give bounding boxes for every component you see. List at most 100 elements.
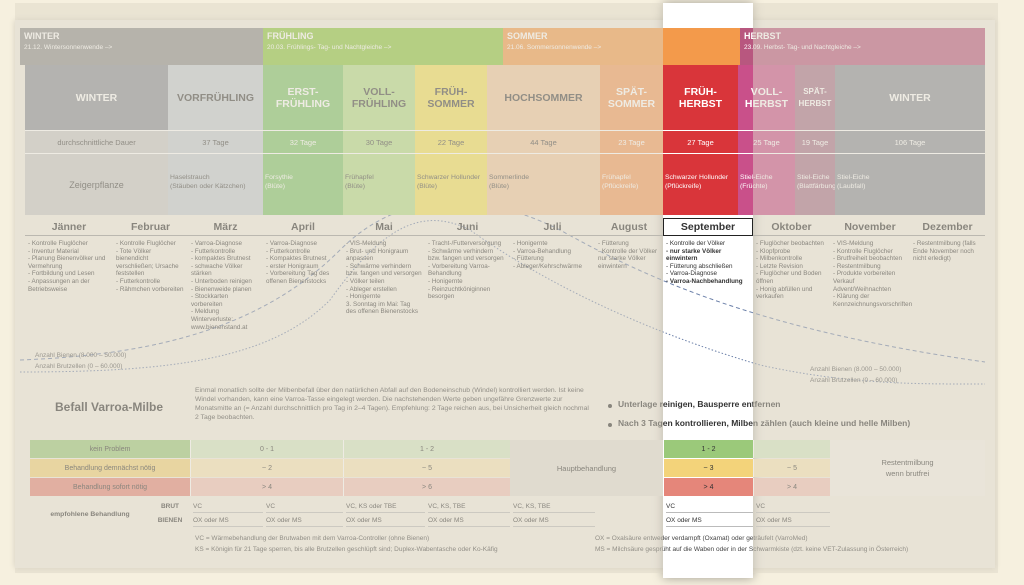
plant-name: Forsythie — [265, 174, 293, 181]
level-value: ~ 3 — [663, 459, 753, 477]
plant-stage: (Stäuben oder Kätzchen) — [170, 182, 246, 190]
task-item: - Letzte Revision — [756, 262, 803, 270]
footnote: VC = Wärmebehandlung der Brutwaben mit d… — [195, 535, 430, 542]
treatment-value: VC, KS oder TBE — [346, 500, 425, 513]
task-item: - Schwärme verhindern bzw. fangen und ve… — [428, 247, 504, 263]
task-item: - Völker teilen — [346, 277, 385, 285]
season-start: 21.06. Sommersonnenwende –> — [507, 44, 602, 51]
task-item: - Reinzuchtköniginnen besorgen — [428, 285, 491, 301]
month-name: Juni — [425, 218, 510, 236]
plant-cell: Forsythie (Blüte) — [263, 153, 343, 215]
phase-name: VORFRÜHLING — [168, 65, 263, 130]
task-item: - Brutfreiheit beobachten — [833, 255, 902, 263]
plant-name: Haselstrauch — [170, 174, 210, 181]
season-name: FRÜHLING — [267, 31, 314, 41]
treatment-value: VC — [666, 500, 753, 513]
rest-treatment-line: Restentmilbung — [881, 458, 934, 467]
phase-name: HOCHSOMMER — [487, 65, 600, 130]
level-value — [753, 440, 830, 458]
phase-name: FRÜH-SOMMER — [415, 65, 487, 130]
level-value: > 6 — [343, 478, 510, 496]
treatment-value: OX oder MS — [428, 514, 510, 527]
plant-name: Stiel-Eiche — [740, 174, 773, 181]
main-treatment: Hauptbehandlung — [510, 440, 663, 496]
plant-name: Stiel-Eiche — [797, 174, 830, 181]
varroa-bullet: Unterlage reinigen, Bausperre entfernen — [618, 399, 781, 409]
task-list: - VIS-Meldung - Brut- und Honigraum anpas… — [346, 240, 422, 380]
task-item: - Schwärme verhindern bzw. fangen und ve… — [346, 262, 422, 278]
task-item: - Fluglöcher und Boden öffnen — [756, 270, 822, 285]
phase-duration: 37 Tage — [168, 130, 263, 153]
task-item: - Varroa-Behandlung — [513, 247, 571, 255]
task-item: - Stockkarten vorbereiten — [191, 293, 229, 308]
phase-duration: 19 Tage — [795, 130, 835, 153]
plant-cell: Schwarzer Hollunder (Pflückreife) — [663, 153, 738, 215]
plant-cell: Haselstrauch (Stäuben oder Kätzchen) — [168, 153, 263, 215]
level-label: Behandlung sofort nötig — [30, 478, 190, 496]
plant-stage: (Blüte) — [417, 182, 438, 190]
treatment-value: OX oder MS — [513, 514, 595, 527]
season-name: HERBST — [744, 31, 782, 41]
phase-duration: 25 Tage — [738, 130, 795, 153]
level-value: ~ 5 — [753, 459, 830, 477]
plant-cell: Frühapfel (Pflückreife) — [600, 153, 663, 215]
season-start: 21.12. Wintersonnenwende –> — [24, 44, 113, 51]
task-item: - Kontrolle der Völker — [666, 240, 726, 247]
season-start: 20.03. Frühlings- Tag- und Nachtgleiche … — [267, 44, 392, 51]
plant-stage: (Blüte) — [265, 182, 286, 190]
month-name: Mai — [343, 218, 425, 236]
task-item: - Produkte vorbereiten Verkauf Advent/We… — [833, 270, 896, 293]
task-item: - Honigernte — [346, 293, 381, 301]
phase-name: VOLL-HERBST — [738, 65, 795, 130]
task-item: - Futterkontrolle — [116, 277, 161, 285]
treatment-value: OX oder MS — [666, 514, 753, 527]
task-item: - Futterkontrolle — [266, 247, 311, 255]
level-label: kein Problem — [30, 440, 190, 458]
task-list: - Honigernte - Varroa-Behandlung - Fütteru… — [513, 240, 592, 380]
plant-cell: Stiel-Eiche (Laubfall) — [835, 153, 985, 215]
month-name: Dezember — [910, 218, 985, 236]
treatment-value: VC, KS, TBE — [513, 500, 595, 513]
plant-name: Frühapfel — [345, 174, 374, 181]
plant-stage: (Blüte) — [489, 182, 510, 190]
phase-duration: 23 Tage — [600, 130, 663, 153]
phase-duration: 44 Tage — [487, 130, 600, 153]
footnote: OX = Oxalsäure entweder verdampft (Oxama… — [595, 535, 808, 542]
month-name: August — [595, 218, 663, 236]
curve-label: Anzahl Bienen (8.000 – 50.000) — [35, 352, 127, 359]
season-name: WINTER — [24, 31, 60, 41]
task-item: - Kompaktes Brutnest — [266, 255, 327, 263]
task-item: - Anpassungen an der Betriebsweise — [28, 277, 90, 293]
varroa-text: Einmal monatlich sollte der Milbenbefall… — [195, 387, 589, 421]
level-value: > 4 — [190, 478, 343, 496]
plant-cell: Frühapfel (Blüte) — [343, 153, 415, 215]
task-item: - Inventur Material — [28, 247, 79, 255]
task-item: - schwache Völker stärken — [191, 262, 243, 278]
month-name: Juli — [510, 218, 595, 236]
varroa-bullet: Nach 3 Tagen kontrollieren, Milben zähle… — [618, 418, 911, 428]
level-value: 0 - 1 — [190, 440, 343, 458]
task-item: - Ableger erstellen — [346, 285, 397, 293]
task-item: - Honigernte — [513, 240, 548, 247]
task-item: - Kontrolle Fluglöcher — [116, 240, 176, 247]
task-item: - Varroa-Nachbehandlung — [666, 277, 743, 285]
plant-name: Frühapfel — [602, 174, 631, 181]
month-name: Oktober — [753, 218, 830, 236]
treatment-value: OX oder MS — [266, 514, 343, 527]
task-list: - Restentmilbung (falls Ende November no… — [913, 240, 982, 380]
rest-treatment: Restentmilbung wenn brutfrei — [830, 440, 985, 496]
task-item: - Klärung der Kennzeichnungsvorschriften — [833, 293, 913, 308]
phase-name: SPÄT-HERBST — [795, 65, 835, 130]
bullet-dot — [608, 404, 612, 408]
season-band: WINTER 21.12. Wintersonnenwende –> — [20, 28, 263, 65]
task-item: - Brut- und Honigraum anpassen — [346, 247, 409, 263]
task-item: - Honig abfüllen und verkaufen — [756, 285, 813, 301]
season-band: HERBST 23.09. Herbst- Tag- und Nachtgleic… — [740, 28, 985, 65]
task-list: - Kontrolle der Völker - nur starke Völke… — [666, 240, 750, 380]
task-list: - Varroa-Diagnose - Futterkontrolle - Komp… — [266, 240, 340, 380]
season-name: SOMMER — [507, 31, 548, 41]
level-value: > 4 — [663, 478, 753, 496]
treatment-value: VC, KS, TBE — [428, 500, 510, 513]
task-item: - Planung Bienenvölker und Vermehrung — [28, 255, 106, 270]
